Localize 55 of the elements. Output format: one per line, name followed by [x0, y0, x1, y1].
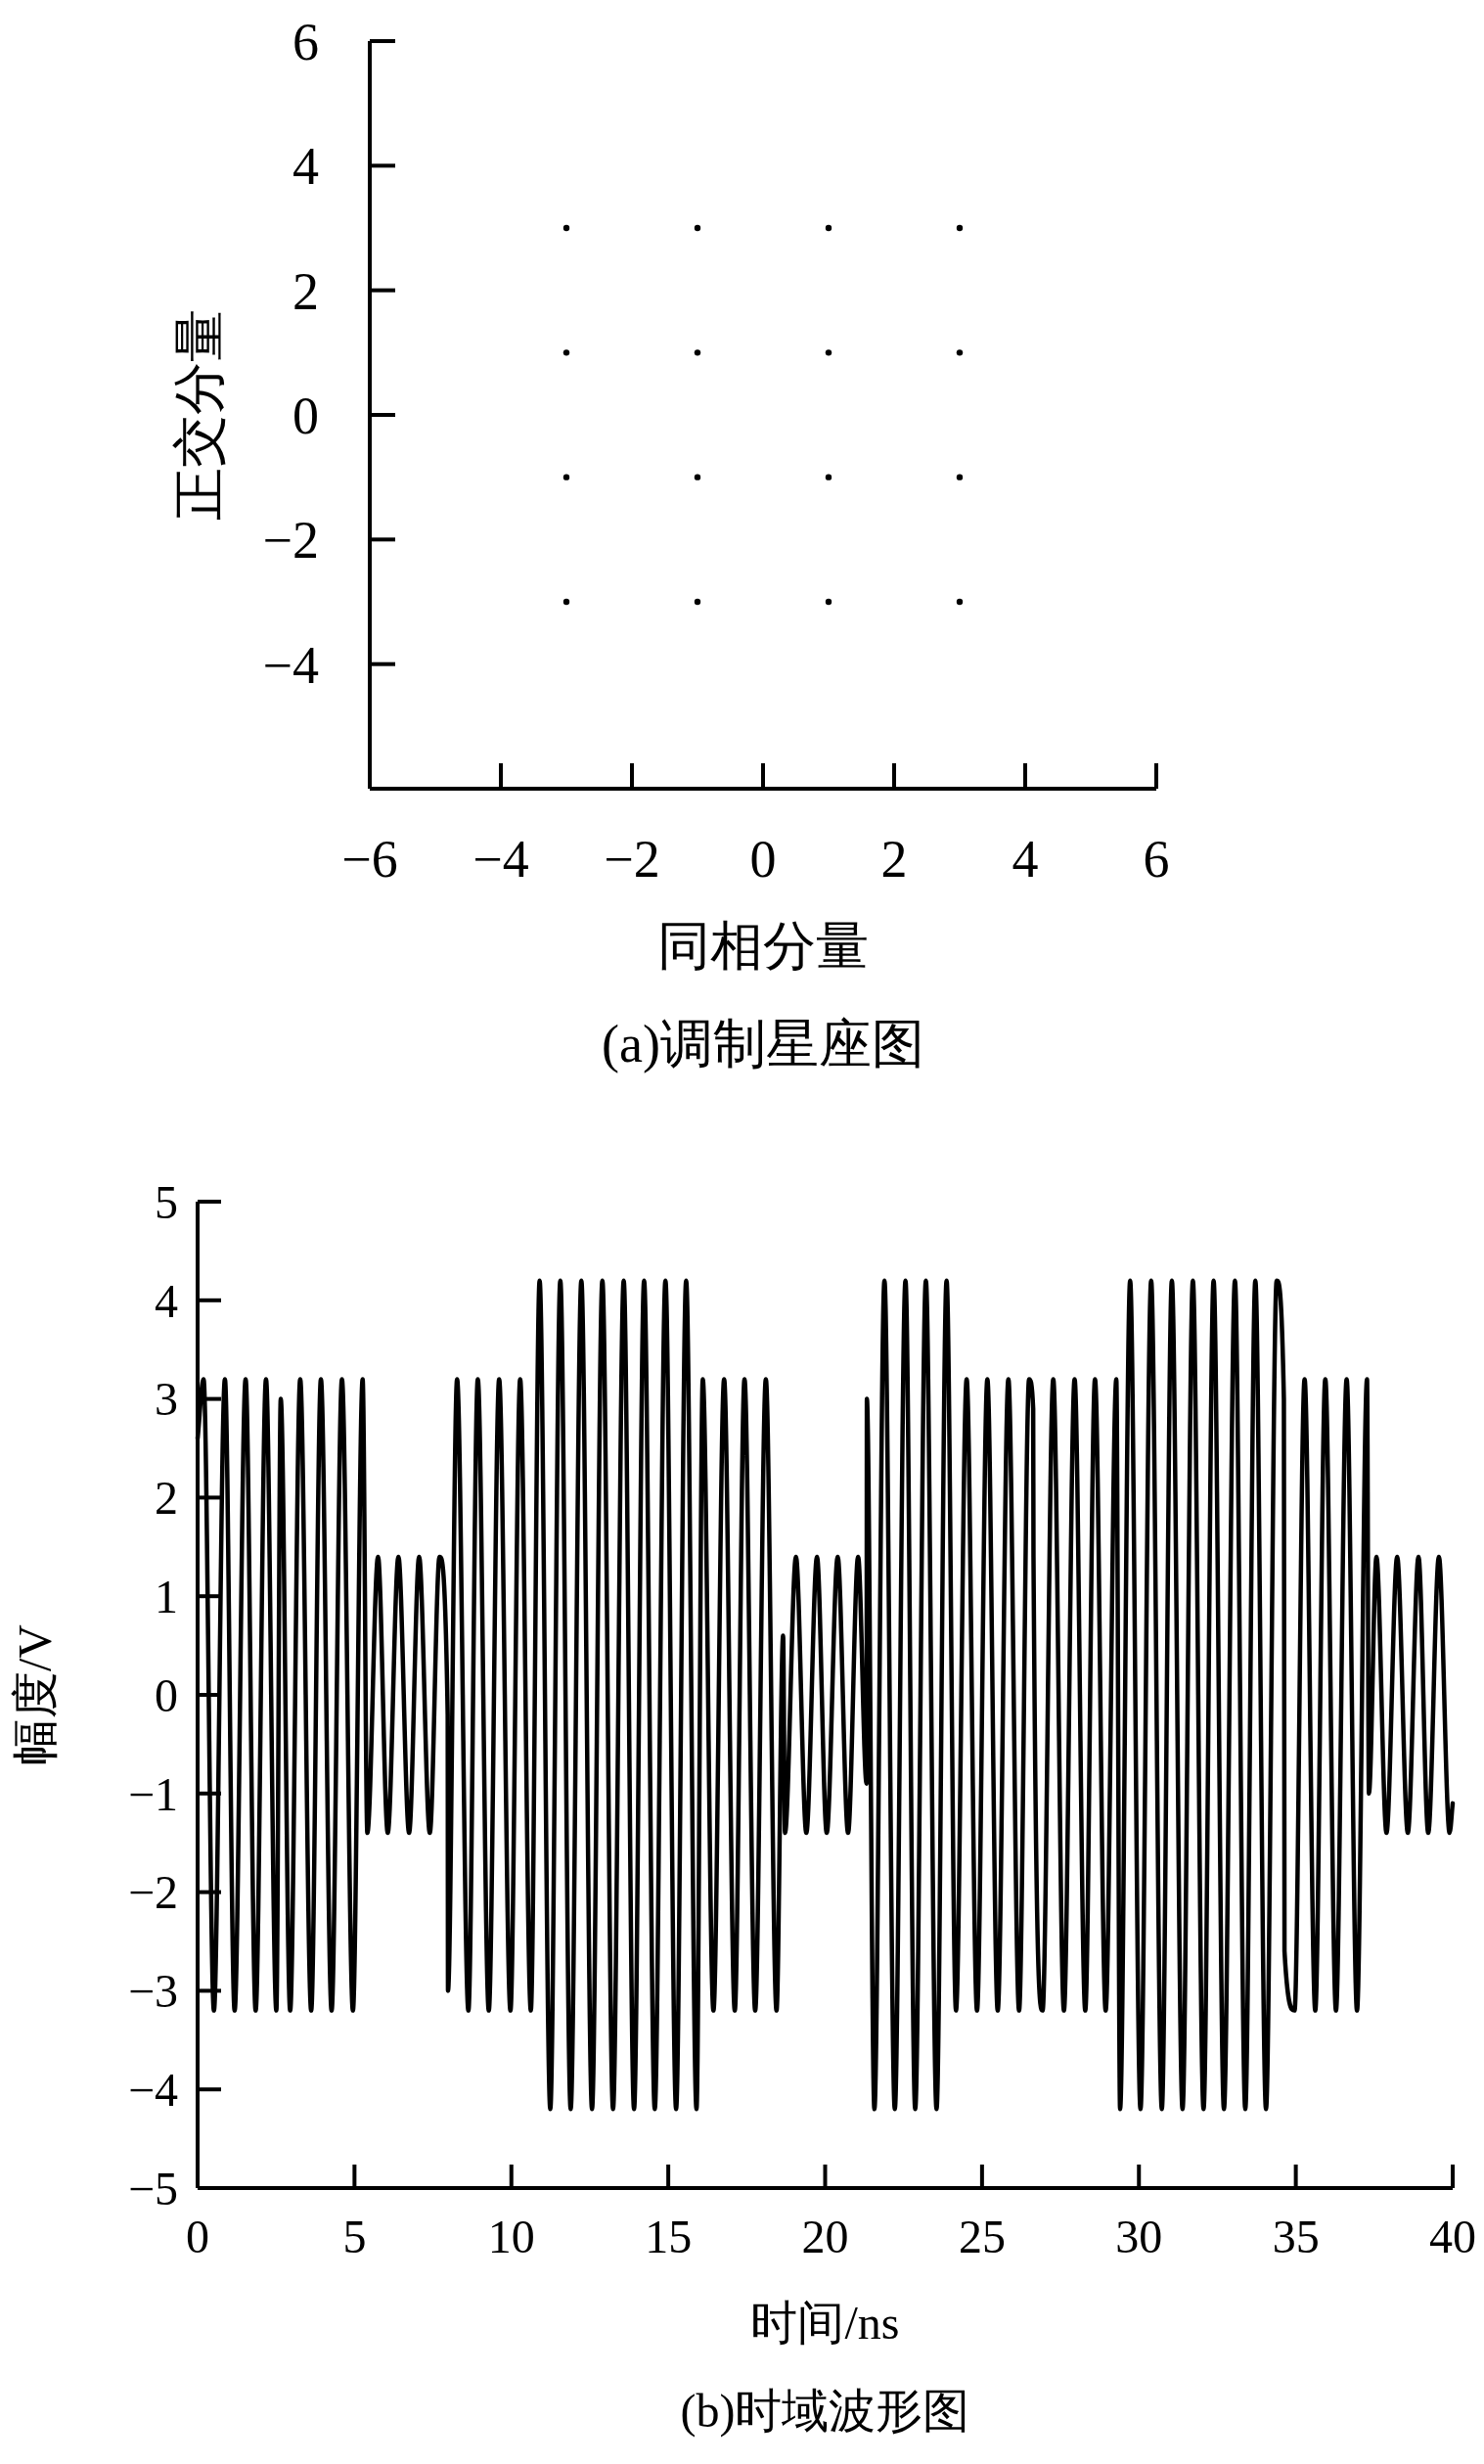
point — [562, 349, 570, 356]
x-axis-title: 同相分量 — [657, 917, 869, 976]
y-tick-label: 0 — [292, 386, 319, 445]
point — [562, 474, 570, 480]
point — [694, 224, 701, 232]
x-tick-label: 10 — [487, 2211, 535, 2262]
point — [825, 598, 832, 606]
x-tick-label: 25 — [958, 2211, 1006, 2262]
x-tick-label: 6 — [1143, 830, 1170, 889]
x-tick-label: −6 — [341, 830, 398, 889]
x-tick-label: −4 — [472, 830, 529, 889]
x-tick-label: 0 — [186, 2211, 209, 2262]
y-tick-label: 2 — [155, 1472, 178, 1525]
point — [825, 474, 832, 480]
point — [956, 474, 964, 480]
x-tick-label: 40 — [1429, 2211, 1476, 2262]
x-tick-label: 35 — [1272, 2211, 1320, 2262]
point — [694, 349, 701, 356]
point — [956, 224, 964, 232]
y-tick-label: −2 — [262, 511, 319, 570]
point — [825, 224, 832, 232]
point — [825, 349, 832, 356]
point — [956, 349, 964, 356]
x-tick-label: −2 — [604, 830, 660, 889]
y-tick-label: 4 — [292, 137, 319, 197]
point — [956, 598, 964, 606]
text: (b)时域波形图 — [680, 2385, 970, 2438]
text: (a)调制星座图 — [602, 1015, 924, 1073]
y-tick-label: 3 — [155, 1373, 178, 1426]
y-tick-label: 4 — [155, 1274, 178, 1327]
y-tick-label: 6 — [292, 12, 319, 71]
y-axis-title: 幅度/V — [9, 1623, 61, 1765]
y-tick-label: 2 — [292, 261, 319, 321]
y-tick-label: −3 — [127, 1965, 178, 2018]
x-tick-label: 4 — [1012, 830, 1039, 889]
point — [694, 474, 701, 480]
y-tick-label: 1 — [155, 1571, 178, 1622]
x-tick-label: 30 — [1115, 2211, 1163, 2262]
y-tick-label: −5 — [127, 2162, 178, 2214]
y-tick-label: −2 — [127, 1866, 178, 1919]
point — [562, 598, 570, 606]
x-tick-label: 20 — [801, 2211, 849, 2262]
x-tick-label: 2 — [880, 830, 908, 889]
x-tick-label: 15 — [645, 2211, 693, 2262]
y-axis-title: 正交分量 — [170, 309, 229, 521]
y-tick-label: −4 — [127, 2064, 178, 2116]
y-tick-label: −1 — [127, 1767, 178, 1820]
x-tick-label: 5 — [342, 2211, 367, 2262]
point — [694, 598, 701, 606]
y-tick-label: 0 — [155, 1668, 178, 1721]
point — [562, 224, 570, 232]
y-tick-label: −4 — [262, 635, 319, 695]
x-axis-title: 时间/ns — [750, 2297, 900, 2349]
x-tick-label: 0 — [749, 830, 777, 889]
y-tick-label: 5 — [155, 1175, 178, 1228]
